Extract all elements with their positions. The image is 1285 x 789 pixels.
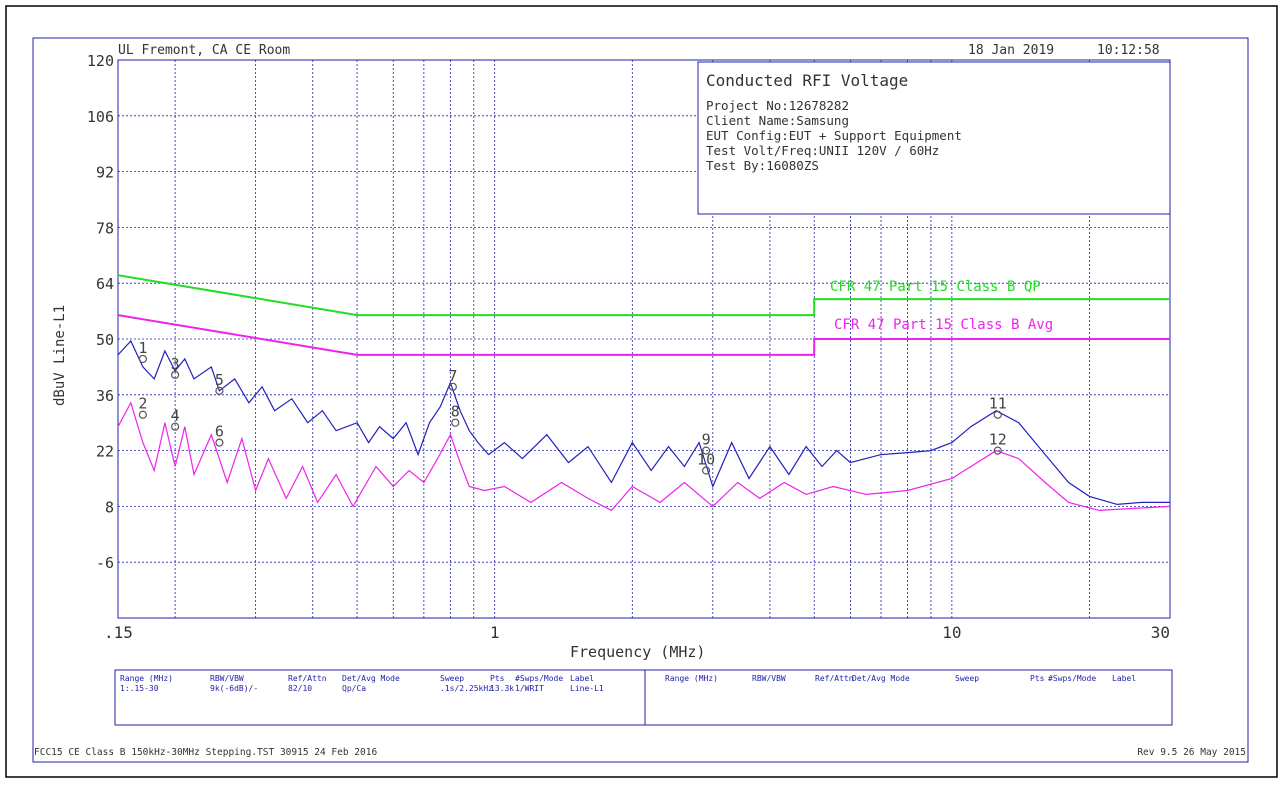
settings-header: Ref/Attn: [815, 674, 854, 683]
marker-label: 6: [215, 423, 224, 441]
settings-header: Range (MHz): [665, 674, 718, 683]
x-tick-label: 10: [942, 623, 961, 642]
settings-value: 82/10: [288, 684, 312, 693]
settings-header: Sweep: [955, 674, 979, 683]
x-tick-label: 1: [490, 623, 500, 642]
y-tick-label: 8: [105, 498, 114, 516]
y-tick-label: 106: [87, 108, 114, 126]
y-tick-label: 120: [87, 52, 114, 70]
marker-label: 4: [171, 407, 180, 425]
x-tick-label: .15: [104, 623, 133, 642]
settings-border: [114, 669, 1173, 726]
limit-line: [117, 314, 1170, 356]
marker-point: [451, 418, 460, 427]
settings-value: 9k(-6dB)/-: [210, 684, 258, 693]
y-tick-label: 36: [96, 387, 114, 405]
info-title: Conducted RFI Voltage: [706, 71, 908, 90]
limit-lines: CFR 47 Part 15 Class B QP CFR 47 Part 15 …: [117, 274, 1170, 356]
settings-header: Ref/Attn: [288, 674, 327, 683]
settings-header: RBW/VBW: [752, 674, 786, 683]
info-eut-config: EUT Config:EUT + Support Equipment: [706, 128, 962, 143]
settings-header: Label: [1112, 674, 1136, 683]
marker-point: [171, 422, 180, 431]
settings-header: Range (MHz): [120, 674, 173, 683]
settings-header: Pts: [1030, 674, 1045, 683]
settings-value: 1:.15-30: [120, 684, 159, 693]
info-test-volt: Test Volt/Freq:UNII 120V / 60Hz: [706, 143, 939, 158]
marker-label: 9: [702, 431, 711, 449]
marker-label: 1: [138, 339, 147, 357]
y-tick-label: 92: [96, 164, 114, 182]
marker-point: [448, 382, 457, 391]
test-date: 18 Jan 2019: [968, 43, 1054, 58]
settings-value: 1/WRIT: [515, 684, 544, 693]
marker-label: 7: [448, 367, 457, 385]
settings-header: RBW/VBW: [210, 674, 244, 683]
settings-value: Line-L1: [570, 684, 604, 693]
trace-line: [117, 339, 1170, 506]
test-time: 10:12:58: [1097, 43, 1160, 58]
marker-point: [215, 438, 224, 447]
y-tick-label: 22: [96, 443, 114, 461]
settings-value: 13.3k: [490, 684, 514, 693]
limit-label: CFR 47 Part 15 Class B Avg: [834, 317, 1053, 333]
marker-point: [138, 410, 147, 419]
marker-label: 8: [451, 403, 460, 421]
settings-header: Sweep: [440, 674, 464, 683]
trace-series: [117, 339, 1171, 512]
marker-label: 2: [138, 395, 147, 413]
settings-header: Det/Avg Mode: [342, 674, 400, 683]
lab-name: UL Fremont, CA CE Room: [118, 43, 290, 58]
marker-point: [701, 466, 711, 475]
x-tick-labels: .15 1 10 30: [104, 623, 1170, 642]
info-box: Conducted RFI Voltage Project No:1267828…: [697, 61, 1171, 215]
x-axis-label: Frequency (MHz): [570, 643, 705, 661]
marker-point: [993, 446, 1002, 455]
settings-header: Pts: [490, 674, 505, 683]
settings-left: Range (MHz) RBW/VBW Ref/Attn Det/Avg Mode Sw…: [120, 674, 604, 693]
footer-right: Rev 9.5 26 May 2015: [1137, 747, 1246, 758]
settings-header: #Swps/Mode: [1048, 674, 1096, 683]
marker-label: 10: [697, 451, 715, 469]
marker-point: [993, 410, 1002, 419]
settings-table: Range (MHz) RBW/VBW Ref/Attn Det/Avg Mode Sw…: [114, 669, 1173, 726]
y-tick-labels: -6 8 22 36 50 64 78 92 106 120: [87, 52, 114, 572]
marker-point: [701, 446, 711, 455]
marker-point: [138, 354, 147, 364]
info-test-by: Test By:16080ZS: [706, 158, 819, 173]
settings-value: Qp/Ca: [342, 684, 366, 693]
x-tick-label: 30: [1151, 623, 1170, 642]
settings-header: Label: [570, 674, 594, 683]
settings-header: #Swps/Mode: [515, 674, 563, 683]
footer-left: FCC15 CE Class B 150kHz-30MHz Stepping.T…: [34, 747, 377, 758]
marker-point: [171, 370, 180, 379]
report-border: [32, 37, 1249, 763]
limit-line: [117, 274, 1170, 317]
y-tick-label: 78: [96, 219, 114, 237]
y-tick-label: 50: [96, 331, 114, 349]
marker-label: 11: [989, 395, 1007, 413]
limit-label: CFR 47 Part 15 Class B QP: [830, 279, 1041, 295]
marker-label: 3: [171, 355, 180, 373]
info-project: Project No:12678282: [706, 98, 849, 113]
info-client: Client Name:Samsung: [706, 113, 849, 128]
settings-value: .1s/2.25kHz: [440, 684, 493, 693]
marker-label: 5: [215, 371, 224, 389]
trace-line: [117, 401, 1171, 512]
marker-label: 12: [989, 431, 1007, 449]
marker-point: [215, 386, 224, 395]
y-axis-label: dBuV Line-L1: [52, 305, 68, 406]
settings-header: Det/Avg Mode: [852, 674, 910, 683]
info-box-border: [697, 61, 1171, 215]
y-tick-label: 64: [96, 275, 114, 293]
y-tick-label: -6: [96, 554, 114, 572]
page-border: [5, 5, 1278, 778]
